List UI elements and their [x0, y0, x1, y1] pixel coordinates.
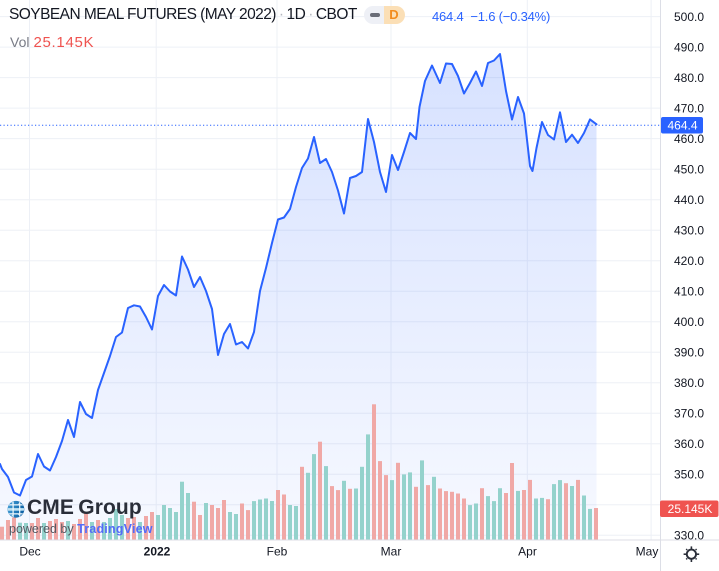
svg-text:May: May: [636, 545, 659, 559]
svg-text:360.0: 360.0: [674, 437, 704, 451]
svg-text:Dec: Dec: [19, 545, 40, 559]
svg-text:410.0: 410.0: [674, 284, 704, 298]
svg-text:350.0: 350.0: [674, 468, 704, 482]
svg-text:450.0: 450.0: [674, 162, 704, 176]
svg-text:420.0: 420.0: [674, 254, 704, 268]
svg-text:390.0: 390.0: [674, 345, 704, 359]
svg-text:330.0: 330.0: [674, 529, 704, 543]
svg-text:480.0: 480.0: [674, 71, 704, 85]
svg-text:464.4: 464.4: [667, 119, 697, 133]
svg-text:25.145K: 25.145K: [668, 502, 713, 516]
svg-text:370.0: 370.0: [674, 406, 704, 420]
svg-text:440.0: 440.0: [674, 193, 704, 207]
svg-text:2022: 2022: [144, 545, 171, 559]
svg-text:470.0: 470.0: [674, 101, 704, 115]
svg-text:Apr: Apr: [518, 545, 537, 559]
svg-text:460.0: 460.0: [674, 132, 704, 146]
svg-text:430.0: 430.0: [674, 223, 704, 237]
svg-text:Feb: Feb: [267, 545, 288, 559]
svg-text:380.0: 380.0: [674, 376, 704, 390]
svg-text:490.0: 490.0: [674, 40, 704, 54]
svg-text:400.0: 400.0: [674, 315, 704, 329]
svg-text:500.0: 500.0: [674, 10, 704, 24]
svg-text:Mar: Mar: [381, 545, 402, 559]
